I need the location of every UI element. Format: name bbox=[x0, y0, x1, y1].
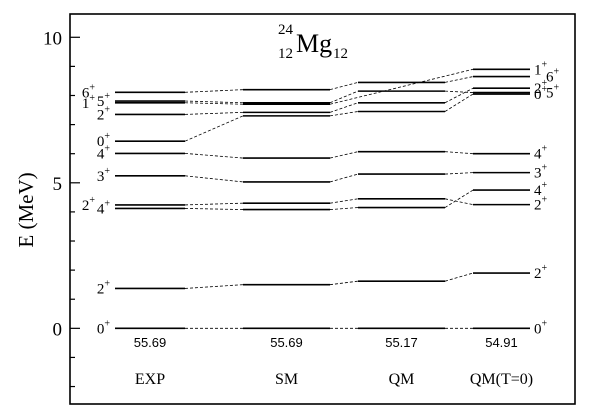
spin-parity-label: 4+ bbox=[534, 180, 548, 199]
spin-parity-label: 2+ bbox=[534, 78, 548, 97]
y-axis: 0 5 10 bbox=[43, 28, 80, 388]
y-tick-label: 10 bbox=[43, 28, 62, 49]
spin-parity-label: 0+ bbox=[534, 318, 548, 337]
level-connection bbox=[329, 102, 359, 113]
connection-lines bbox=[184, 68, 474, 329]
nucleus-mass-number: 24 bbox=[278, 22, 294, 38]
level-connection bbox=[444, 87, 474, 104]
level-connection bbox=[184, 102, 244, 105]
level-connection bbox=[184, 89, 244, 93]
level-connection bbox=[329, 151, 359, 159]
level-connection bbox=[444, 93, 474, 112]
level-connection bbox=[444, 151, 474, 155]
binding-energy-label: 55.69 bbox=[270, 335, 303, 350]
spin-parity-label: 4+ bbox=[534, 144, 548, 163]
energy-levels bbox=[115, 68, 530, 330]
spin-parity-label: 2+ bbox=[82, 195, 96, 214]
level-connection bbox=[184, 100, 244, 104]
spin-parity-label: 0+ bbox=[534, 84, 548, 103]
spin-parity-label: 1+ bbox=[534, 59, 548, 78]
spin-parity-label: 0+ bbox=[97, 318, 111, 337]
level-connection bbox=[329, 82, 359, 91]
nucleus-proton-number: 12 bbox=[278, 46, 293, 62]
level-connection bbox=[444, 272, 474, 282]
plot-frame bbox=[69, 13, 576, 405]
level-connection bbox=[184, 208, 244, 210]
spin-parity-label: 5+ bbox=[546, 83, 560, 102]
level-connection bbox=[444, 198, 474, 206]
spin-labels: 0+2+4+2+3+4+0+2+1+ 5+6+0+2+2+4+3+4+0+5+2+… bbox=[82, 59, 560, 337]
binding-energy-label: 55.69 bbox=[134, 335, 167, 350]
level-connection bbox=[184, 111, 244, 115]
spin-parity-label: 3+ bbox=[97, 166, 111, 185]
spin-parity-label: 2+ bbox=[534, 263, 548, 282]
level-connection bbox=[184, 202, 244, 206]
spin-parity-label: 6+ bbox=[546, 67, 560, 86]
nucleus-symbol: Mg bbox=[296, 29, 332, 58]
nucleus-neutron-number: 12 bbox=[333, 46, 348, 62]
level-connection bbox=[184, 115, 244, 142]
y-tick-label: 0 bbox=[53, 319, 63, 340]
level-connection bbox=[184, 175, 244, 183]
column-name-label: SM bbox=[275, 371, 298, 388]
level-connection bbox=[444, 189, 474, 208]
chart-title: 24 12 Mg 12 bbox=[278, 22, 348, 62]
spin-parity-label: 2+ bbox=[97, 104, 111, 123]
level-connection bbox=[329, 198, 359, 204]
spin-parity-label: 2+ bbox=[97, 278, 111, 297]
binding-energy-label: 55.17 bbox=[385, 335, 418, 350]
level-connection bbox=[444, 76, 474, 83]
column-name-label: EXP bbox=[135, 371, 165, 388]
column-labels: 55.69 EXP 55.69 SM 55.17 QM 54.91 QM(T=0) bbox=[134, 335, 533, 388]
spin-parity-label: 5+ bbox=[97, 91, 111, 110]
level-connection bbox=[444, 172, 474, 175]
level-connection bbox=[184, 153, 244, 159]
level-connection bbox=[444, 90, 474, 93]
column-name-label: QM(T=0) bbox=[470, 371, 533, 388]
spin-parity-label: 4+ bbox=[97, 143, 111, 162]
level-connection bbox=[329, 111, 359, 117]
level-connection bbox=[329, 90, 359, 104]
y-axis-label: E (MeV) bbox=[14, 172, 38, 247]
level-connection bbox=[329, 207, 359, 210]
spin-parity-label: 1+ bbox=[82, 93, 96, 112]
level-connection bbox=[184, 284, 244, 289]
spin-parity-label: 4+ bbox=[97, 198, 111, 217]
binding-energy-label: 54.91 bbox=[485, 335, 518, 350]
column-name-label: QM bbox=[389, 371, 415, 388]
level-connection bbox=[329, 280, 359, 286]
level-connection bbox=[329, 68, 474, 105]
spin-parity-label: 3+ bbox=[534, 163, 548, 182]
spin-parity-label: 2+ bbox=[534, 195, 548, 214]
level-connection bbox=[329, 173, 359, 183]
spin-parity-label: 0+ bbox=[97, 131, 111, 150]
y-tick-label: 5 bbox=[53, 174, 63, 195]
spin-parity-label: 6+ bbox=[82, 82, 96, 101]
